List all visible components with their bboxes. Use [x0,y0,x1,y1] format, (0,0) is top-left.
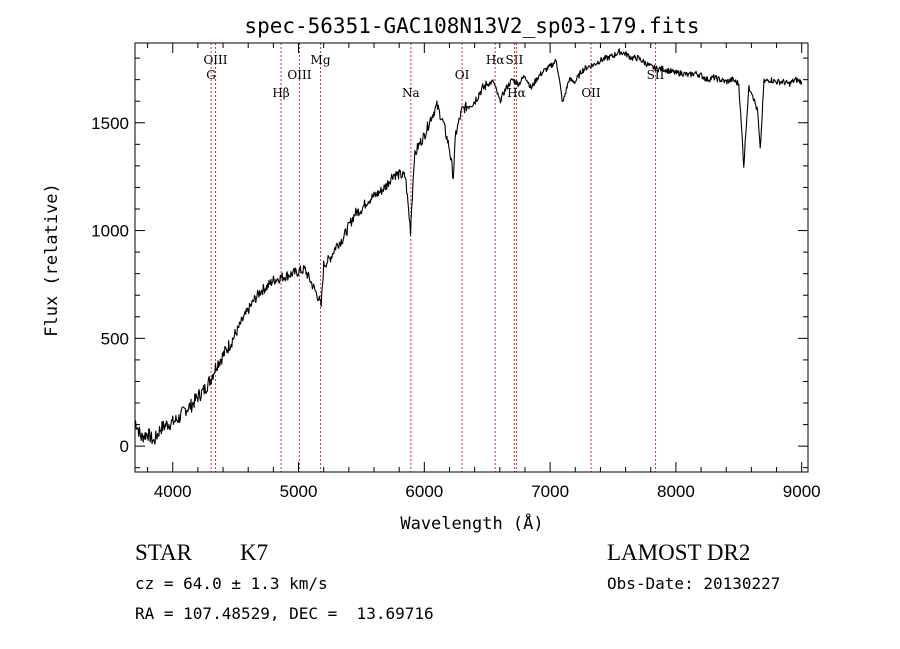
redshift-cz: cz = 64.0 ± 1.3 km/s [135,574,328,593]
survey-name: LAMOST DR2 [607,540,751,565]
object-type: STAR [135,540,192,565]
line-marker-label: Mg [311,53,331,67]
x-tick-label: 5000 [280,482,318,501]
y-tick-label: 1500 [91,114,129,133]
line-marker-label: OI [455,68,470,82]
y-tick-label: 0 [120,437,129,456]
coordinates: RA = 107.48529, DEC = 13.69716 [135,604,434,623]
x-tick-label: 6000 [405,482,443,501]
axes [134,42,809,473]
obs-date: Obs-Date: 20130227 [607,574,781,593]
x-tick-label: 9000 [783,482,821,501]
line-marker-label: OII [581,86,601,100]
line-marker-label: SII [506,53,524,67]
x-axis-label: Wavelength (Å) [400,512,543,534]
x-axis-ticks: 4000 5000 6000 7000 8000 9000 [147,43,821,501]
y-axis-label: Flux (relative) [42,183,62,337]
line-marker-label: OIII [203,53,227,67]
line-marker-label: SII [647,68,665,82]
x-tick-label: 4000 [154,482,192,501]
chart-title: spec-56351-GAC108N13V2_sp03-179.fits [244,14,699,38]
y-tick-label: 500 [101,329,129,348]
subclass: K7 [240,540,269,565]
x-tick-label: 7000 [531,482,569,501]
line-marker-label: Na [402,86,420,100]
spectrum-line [134,48,803,445]
y-tick-label: 1000 [91,222,129,241]
spectrum-chart: spec-56351-GAC108N13V2_sp03-179.fits OII… [42,14,821,534]
line-marker-label: OIII [287,68,311,82]
line-marker-label: G [206,68,216,82]
line-marker-label: Hα [486,53,505,67]
x-tick-label: 8000 [657,482,695,501]
y-axis-ticks: 0 500 1000 1500 [91,57,808,469]
line-marker-label: Hβ [272,86,289,100]
line-marker-label: Hα [507,86,526,100]
plot-frame [134,42,809,473]
